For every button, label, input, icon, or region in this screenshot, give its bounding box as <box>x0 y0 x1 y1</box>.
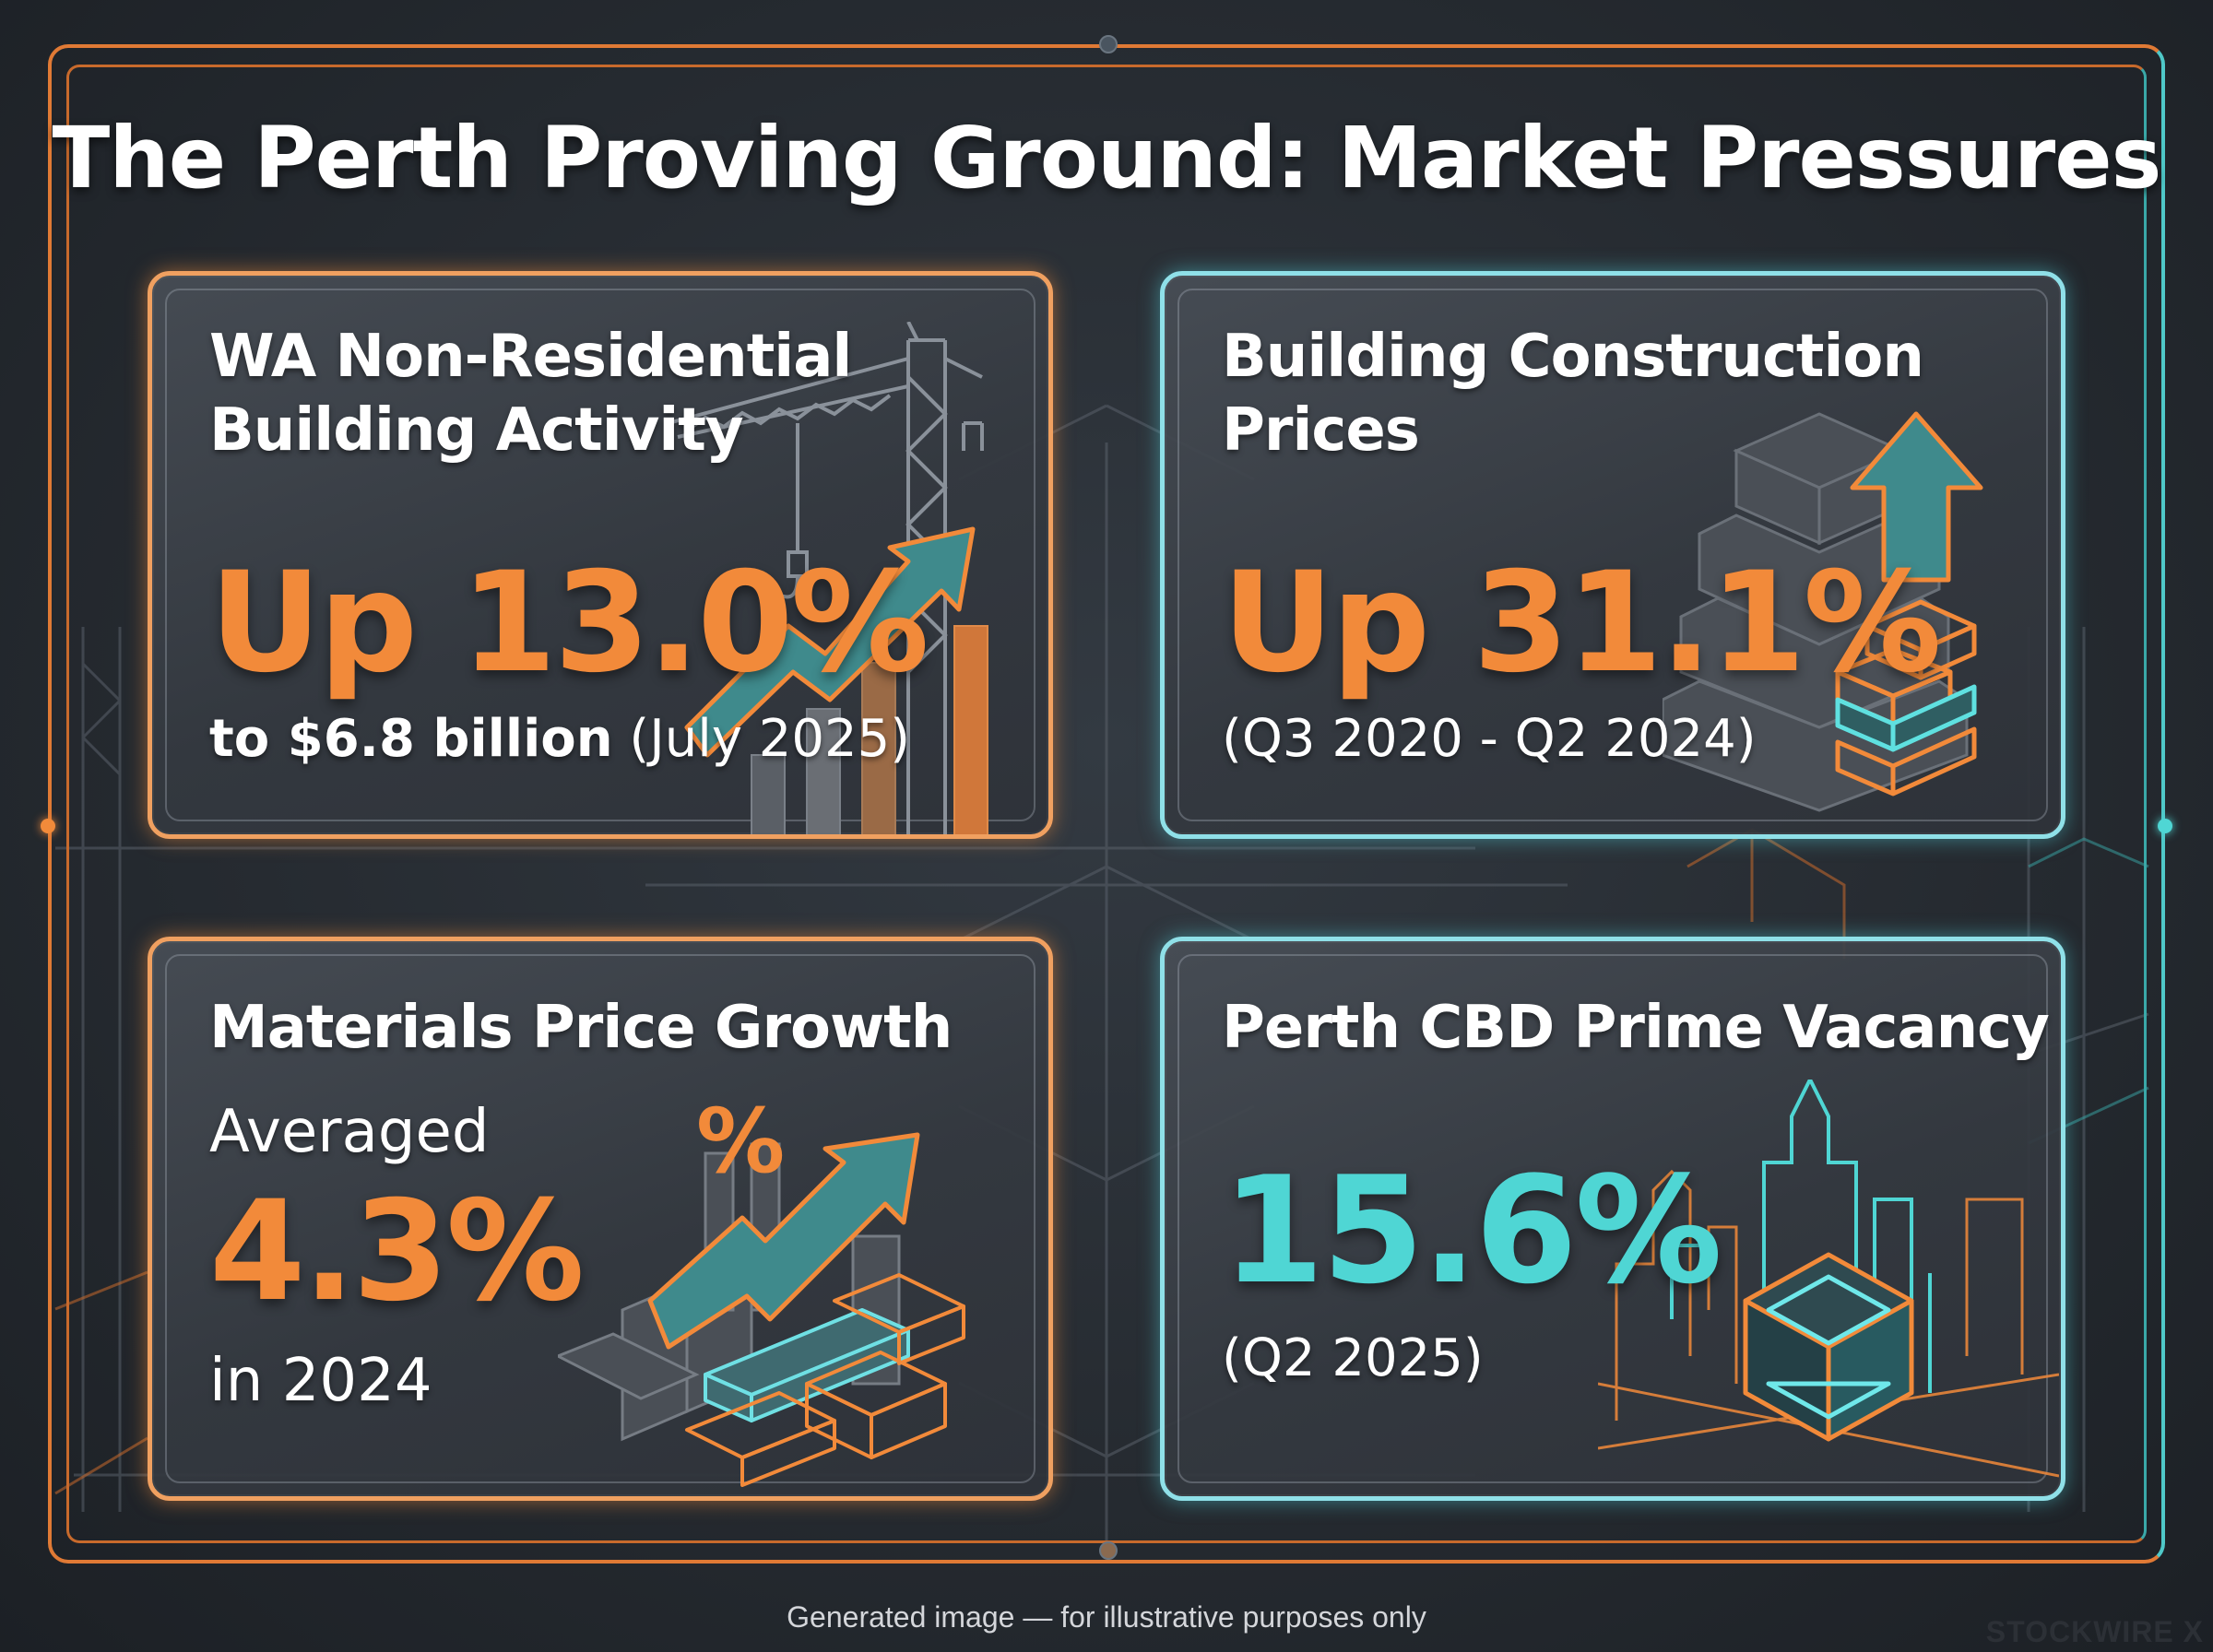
headline-value: Up 31.1% <box>1222 543 1942 703</box>
card-non-residential-activity: WA Non-Residential Building Activity Up … <box>148 271 1053 839</box>
crane-bar-chart-arrow-icon <box>669 322 988 834</box>
card-inner-border <box>165 289 1035 821</box>
frame-dot-bottom <box>1099 1541 1118 1560</box>
detail-rest: (July 2025) <box>629 709 911 769</box>
card-title: WA Non-Residential Building Activity <box>209 320 852 467</box>
card-inner-border <box>1178 954 2048 1483</box>
footer-disclaimer: Generated image — for illustrative purpo… <box>787 1600 1426 1634</box>
card-title-line2: Building Activity <box>209 396 744 465</box>
card-title-line1: WA Non-Residential <box>209 323 852 391</box>
page-title: The Perth Proving Ground: Market Pressur… <box>52 109 2162 207</box>
headline-value: 15.6% <box>1222 1144 1722 1316</box>
card-title: Building Construction Prices <box>1222 320 1924 467</box>
city-skyline-cube-icon <box>1598 1080 2059 1478</box>
frame-dot-top <box>1099 35 1118 53</box>
card-materials-price-growth: % Materials Price Growth Averaged 4.3% i… <box>148 937 1053 1501</box>
frame-dot-left <box>41 819 55 833</box>
card-title-line1: Building Construction <box>1222 323 1924 391</box>
detail-text: (Q2 2025) <box>1222 1328 1484 1388</box>
detail-bold: to $6.8 billion <box>209 709 613 769</box>
detail-text: to $6.8 billion (July 2025) <box>209 709 910 769</box>
suffix-text: in 2024 <box>209 1347 432 1415</box>
headline-value: Up 13.0% <box>209 543 929 703</box>
card-inner-border <box>1178 289 2048 821</box>
card-inner-border <box>165 954 1035 1483</box>
headline-value: 4.3% <box>209 1172 585 1332</box>
card-title: Materials Price Growth <box>209 994 953 1062</box>
stacked-blocks-up-arrow-icon <box>1663 411 1983 812</box>
detail-text: (Q3 2020 - Q2 2024) <box>1222 709 1757 769</box>
prefix-text: Averaged <box>209 1098 490 1166</box>
frame-dot-right <box>2158 819 2172 833</box>
card-cbd-prime-vacancy: Perth CBD Prime Vacancy 15.6% (Q2 2025) <box>1160 937 2065 1501</box>
percent-icon-text: % <box>696 1090 785 1193</box>
card-title: Perth CBD Prime Vacancy <box>1222 994 2050 1062</box>
watermark: STOCKWIRE X <box>1985 1615 2204 1648</box>
materials-percent-arrow-icon: % <box>558 1090 965 1487</box>
card-title-line2: Prices <box>1222 396 1420 465</box>
card-construction-prices: Building Construction Prices Up 31.1% (Q… <box>1160 271 2065 839</box>
